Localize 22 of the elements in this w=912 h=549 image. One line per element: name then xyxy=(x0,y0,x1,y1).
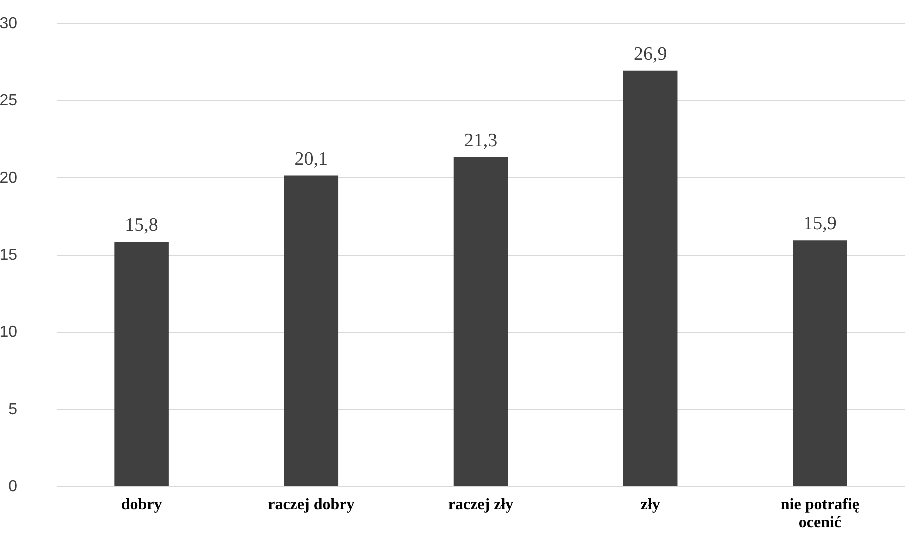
y-tick-label: 25 xyxy=(0,92,18,110)
data-label: 26,9 xyxy=(634,44,668,65)
x-tick-label: dobry xyxy=(121,496,162,514)
data-label: 15,9 xyxy=(804,214,837,235)
y-tick-label: 20 xyxy=(0,170,18,187)
y-tick-label: 10 xyxy=(0,324,18,342)
y-tick-label: 0 xyxy=(8,478,18,496)
y-tick-label: 30 xyxy=(0,16,18,32)
bar xyxy=(623,70,678,486)
bar xyxy=(114,242,169,486)
bar xyxy=(793,240,848,486)
y-tick-label: 5 xyxy=(8,401,18,418)
y-tick-label: 15 xyxy=(0,247,18,264)
data-label: 15,8 xyxy=(125,215,158,236)
x-tick-label: zły xyxy=(640,496,660,514)
x-tick-label: raczej zły xyxy=(448,496,514,514)
bar xyxy=(454,157,508,486)
data-label: 20,1 xyxy=(294,148,328,170)
x-tick-label: nie potrafię ocenić xyxy=(780,496,860,532)
bar xyxy=(284,176,339,486)
data-label: 21,3 xyxy=(464,130,498,152)
x-tick-label: raczej dobry xyxy=(268,496,355,514)
